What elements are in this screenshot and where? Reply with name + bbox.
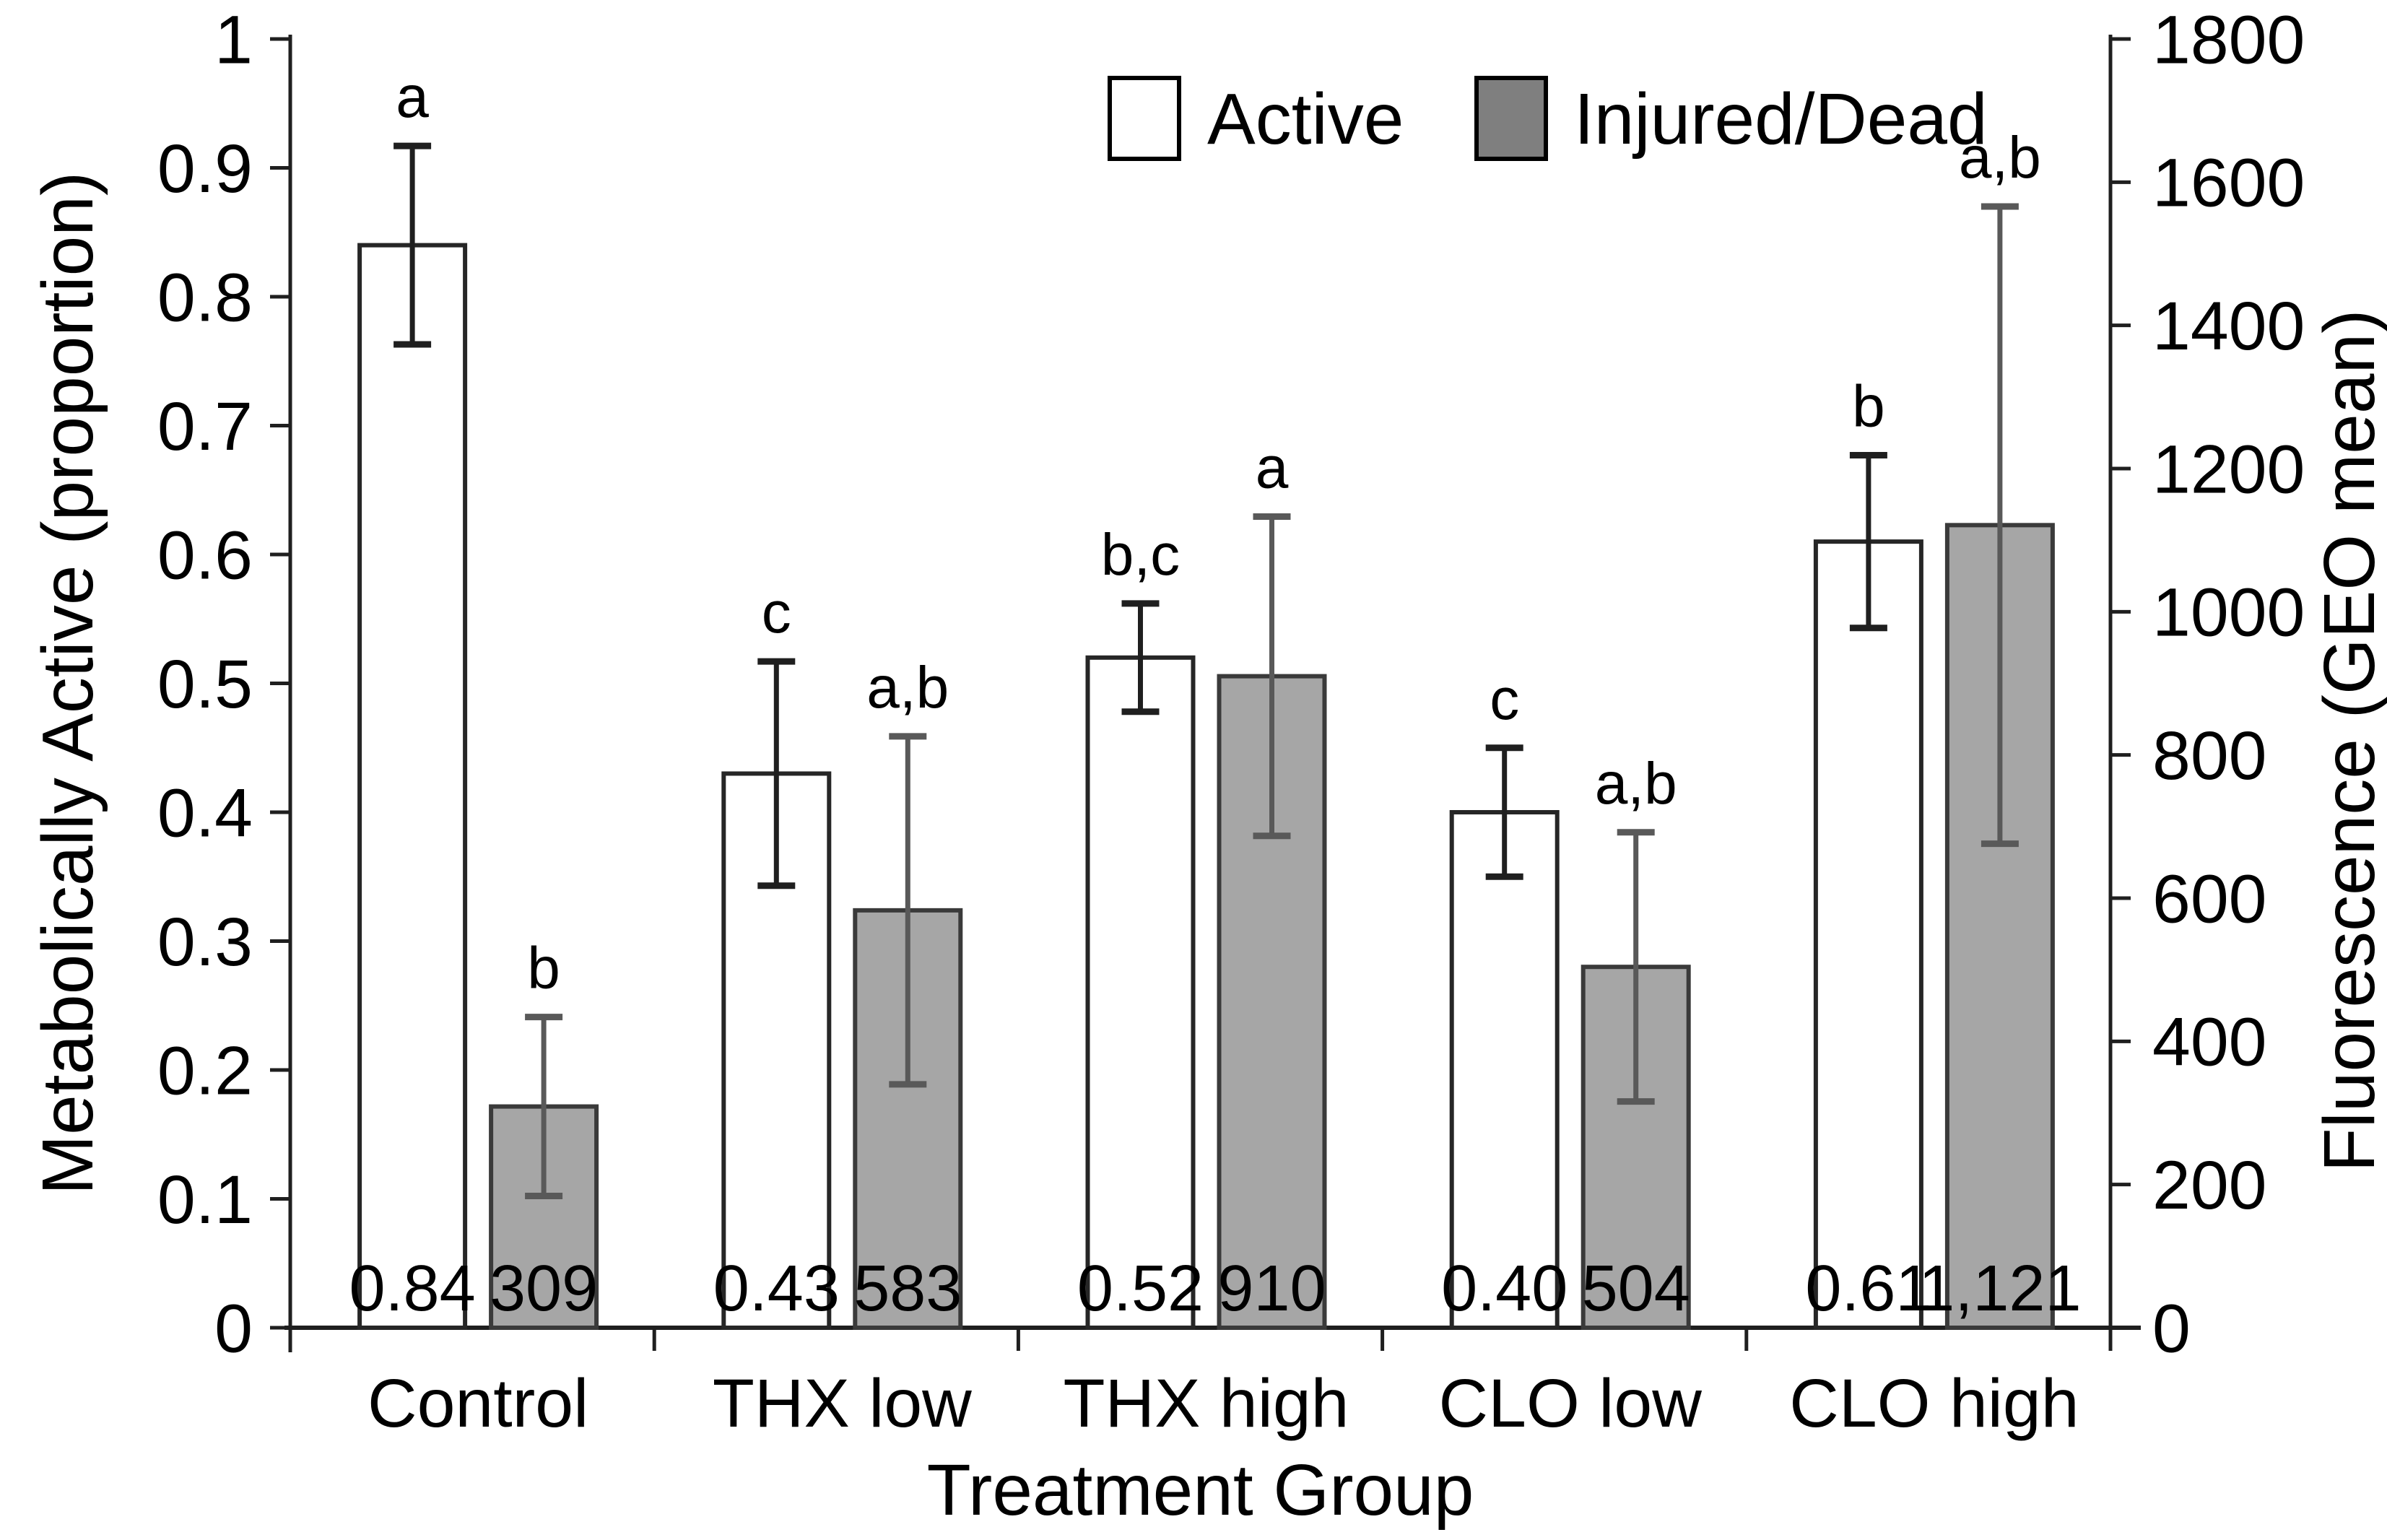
bar-active-control [357, 243, 468, 1331]
y-axis-left-tick-label: 0.3 [157, 904, 253, 980]
y-axis-right-tick-label: 400 [2152, 1004, 2267, 1081]
y-axis-left-tick-label: 0.4 [157, 775, 253, 851]
significance-letter: c [1490, 666, 1519, 732]
dual-axis-bar-chart: 0 0.1 0.2 0.3 0.4 0.5 0.6 0.7 0.8 0.9 1 0 200 400 600 8… [29, 12, 2387, 1531]
bar-value-label: 0.43 [713, 1253, 840, 1325]
y-axis-left-tick-label: 1 [214, 12, 253, 78]
bar-value-label: 504 [1582, 1253, 1690, 1325]
x-axis-title: Treatment Group [927, 1450, 1474, 1531]
significance-letter: b [527, 936, 560, 1001]
y-axis-left-tick-label: 0.5 [157, 646, 253, 723]
bar-value-label: 0.61 [1805, 1253, 1931, 1325]
bar-active-clo-low [1449, 810, 1560, 1330]
y-axis-left-tick-label: 0.7 [157, 388, 253, 465]
bar-value-label: 309 [490, 1253, 598, 1325]
y-axis-left-tick-label: 0.1 [157, 1162, 253, 1238]
x-axis-category-label: THX low [713, 1365, 972, 1442]
x-axis-category-label: THX high [1063, 1365, 1349, 1442]
significance-letter: a,b [1595, 751, 1677, 817]
y-axis-right-tick-label: 1200 [2152, 431, 2305, 508]
x-axis-category-label: Control [368, 1365, 588, 1442]
y-axis-right-tick-label: 0 [2152, 1290, 2191, 1367]
significance-letter: a [1256, 435, 1289, 500]
significance-letter: b [1852, 374, 1885, 440]
bar-injured-dead-control [489, 1104, 599, 1330]
bar-value-label: 0.84 [349, 1253, 476, 1325]
significance-letter: b,c [1101, 522, 1180, 588]
significance-letter: a,b [1959, 125, 2041, 191]
legend-swatch-injured-dead [1474, 76, 1548, 161]
y-axis-right-tick-label: 1000 [2152, 575, 2305, 651]
y-axis-left-tick-label: 0 [214, 1290, 253, 1367]
y-axis-left-tick-label: 0.8 [157, 259, 253, 336]
significance-letter: a,b [866, 655, 949, 721]
legend-label: Active [1207, 79, 1404, 160]
x-axis-category-label: CLO low [1439, 1365, 1703, 1442]
legend-swatch-active [1108, 76, 1181, 161]
y-axis-right-tick-label: 1400 [2152, 288, 2305, 365]
y-axis-right-title: Fluorescence (GEO mean) [2309, 310, 2387, 1173]
bar-value-label: 0.52 [1077, 1253, 1204, 1325]
y-axis-right-tick-label: 200 [2152, 1147, 2267, 1224]
y-axis-right-tick-label: 1800 [2152, 12, 2305, 78]
bar-value-label: 583 [853, 1253, 962, 1325]
bar-value-label: 0.40 [1441, 1253, 1568, 1325]
y-axis-right-tick-label: 1600 [2152, 145, 2305, 222]
y-axis-left-tick-label: 0.9 [157, 131, 253, 207]
significance-letter: a [396, 64, 429, 130]
legend-label: Injured/Dead [1574, 79, 1988, 160]
x-axis-category-label: CLO high [1789, 1365, 2079, 1442]
bar-value-label: 1,121 [1918, 1253, 2081, 1325]
bar-active-clo-high [1813, 539, 1923, 1330]
bar-value-label: 910 [1217, 1253, 1326, 1325]
y-axis-left-tick-label: 0.6 [157, 517, 253, 593]
significance-letter: c [762, 580, 791, 645]
y-axis-right-tick-label: 600 [2152, 861, 2267, 937]
bar-active-thx-high [1085, 655, 1196, 1330]
bar-chart-figure: 0 0.1 0.2 0.3 0.4 0.5 0.6 0.7 0.8 0.9 1 0 200 400 600 8… [29, 12, 2387, 1540]
bar-active-thx-low [721, 771, 832, 1330]
y-axis-right-tick-label: 800 [2152, 718, 2267, 794]
y-axis-left-tick-label: 0.2 [157, 1032, 253, 1109]
y-axis-left-title: Metabolically Active (proportion) [29, 172, 108, 1195]
